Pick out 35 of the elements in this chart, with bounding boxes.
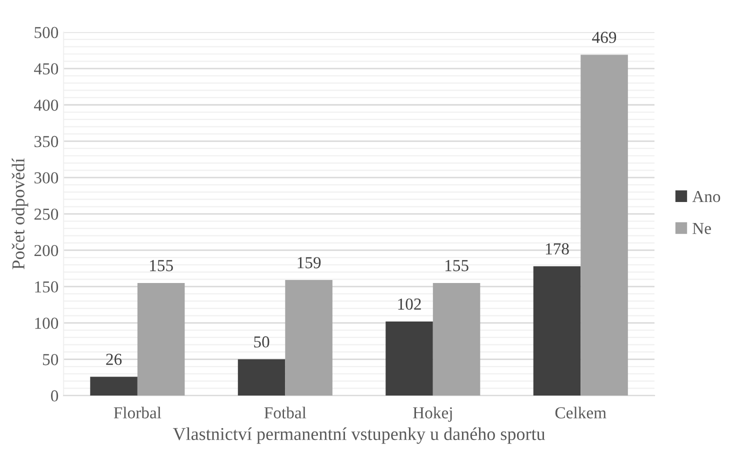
y-tick-label: 400 [34,100,58,111]
bar [137,282,185,396]
y-axis-title: Počet odpovědí [12,158,28,270]
x-axis-title: Vlastnictví permanentní vstupenky u daného sportu [172,427,546,444]
y-tick-label: 500 [34,26,58,38]
y-tick-label: 200 [34,244,58,256]
data-label: 155 [446,260,468,272]
data-label: 469 [592,32,616,44]
legend-label: Ne [692,222,711,234]
y-tick-label: 0 [51,390,58,402]
bar [580,54,628,396]
x-tick-label: Celkem [555,406,606,418]
x-tick-label: Fotbal [264,406,306,418]
data-label: 102 [398,298,421,310]
legend-label: Ano [692,191,720,202]
bar [90,376,138,396]
bar [386,321,433,396]
y-tick-label: 350 [34,136,58,148]
data-label: 50 [254,336,270,348]
y-tick-label: 450 [34,63,58,74]
x-tick-label: Florbal [114,406,162,418]
y-tick-label: 300 [34,172,58,184]
y-tick-label: 250 [34,208,58,220]
bar [533,266,581,396]
data-label: 178 [546,243,569,255]
y-tick-label: 100 [35,318,58,329]
x-tick-label: Hokej [413,406,452,422]
bar [285,280,332,396]
data-label: 26 [106,354,122,365]
y-tick-label: 150 [35,281,58,293]
data-label: 155 [150,260,173,272]
data-label: 159 [298,257,321,268]
bar [238,359,286,396]
y-tick-label: 50 [43,354,58,366]
bar [432,282,480,396]
